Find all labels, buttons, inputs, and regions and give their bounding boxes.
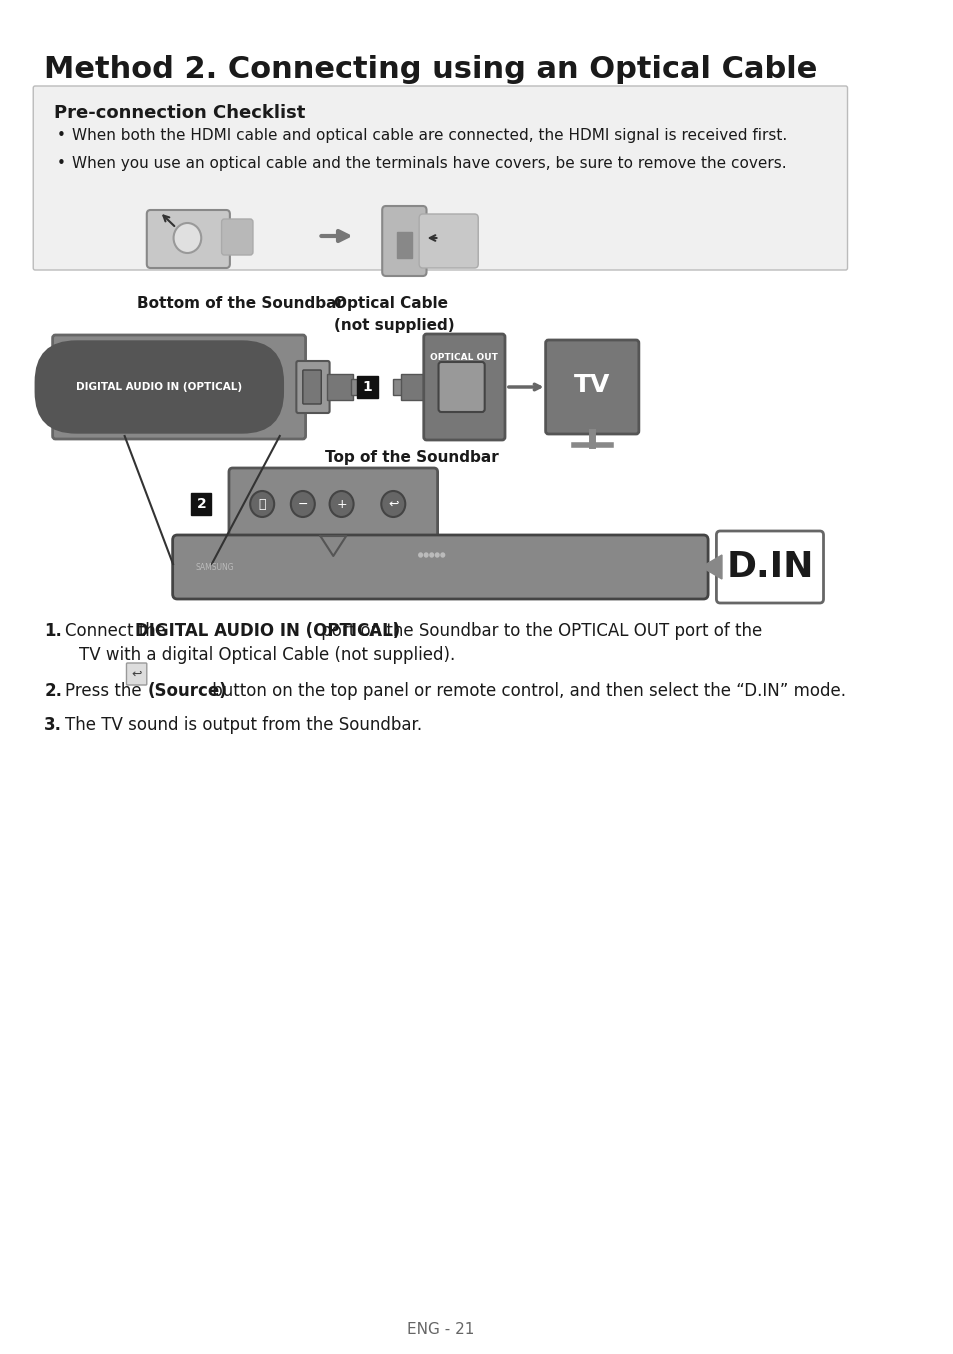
FancyBboxPatch shape (221, 219, 253, 255)
Bar (357, 376, 377, 398)
Text: •: • (57, 129, 66, 144)
Text: •: • (57, 156, 66, 171)
FancyBboxPatch shape (351, 379, 359, 395)
Circle shape (418, 552, 422, 556)
Text: ⏻: ⏻ (258, 497, 266, 510)
Polygon shape (320, 536, 346, 556)
Text: 1.: 1. (44, 621, 62, 640)
Text: 1: 1 (362, 380, 372, 394)
FancyBboxPatch shape (229, 468, 437, 540)
FancyBboxPatch shape (393, 379, 402, 395)
Text: port on the Soundbar to the OPTICAL OUT port of the: port on the Soundbar to the OPTICAL OUT … (315, 621, 761, 640)
Text: ENG - 21: ENG - 21 (406, 1322, 474, 1336)
Text: DIGITAL AUDIO IN (OPTICAL): DIGITAL AUDIO IN (OPTICAL) (76, 382, 242, 393)
Circle shape (435, 552, 438, 556)
Text: Method 2. Connecting using an Optical Cable: Method 2. Connecting using an Optical Ca… (44, 56, 817, 84)
Text: (Source): (Source) (148, 682, 227, 700)
FancyBboxPatch shape (382, 206, 426, 276)
Text: Pre-connection Checklist: Pre-connection Checklist (53, 104, 305, 122)
Text: When you use an optical cable and the terminals have covers, be sure to remove t: When you use an optical cable and the te… (71, 156, 786, 171)
FancyBboxPatch shape (127, 663, 147, 685)
Circle shape (381, 492, 405, 517)
Circle shape (430, 552, 433, 556)
Text: D.IN: D.IN (725, 550, 813, 584)
Text: OPTICAL OUT: OPTICAL OUT (430, 352, 497, 362)
FancyBboxPatch shape (172, 535, 707, 598)
Circle shape (250, 492, 274, 517)
Text: button on the top panel or remote control, and then select the “D.IN” mode.: button on the top panel or remote contro… (207, 682, 845, 700)
Text: Optical Cable
(not supplied): Optical Cable (not supplied) (334, 297, 455, 333)
Text: SAMSUNG: SAMSUNG (195, 562, 234, 571)
Text: DIGITAL AUDIO IN (OPTICAL): DIGITAL AUDIO IN (OPTICAL) (134, 621, 399, 640)
FancyBboxPatch shape (52, 334, 305, 439)
Text: 2: 2 (196, 497, 206, 510)
Text: −: − (297, 497, 308, 510)
FancyBboxPatch shape (716, 531, 822, 603)
FancyBboxPatch shape (423, 334, 504, 440)
FancyBboxPatch shape (302, 370, 321, 403)
Text: 3.: 3. (44, 716, 62, 734)
Bar (191, 493, 212, 515)
Circle shape (440, 552, 444, 556)
Text: ↩: ↩ (388, 497, 398, 510)
FancyBboxPatch shape (400, 374, 426, 399)
Text: The TV sound is output from the Soundbar.: The TV sound is output from the Soundbar… (65, 716, 421, 734)
Circle shape (424, 552, 428, 556)
Text: TV with a digital Optical Cable (not supplied).: TV with a digital Optical Cable (not sup… (79, 646, 456, 663)
Circle shape (173, 223, 201, 253)
Polygon shape (700, 555, 721, 580)
Text: TV: TV (574, 372, 610, 397)
Text: When both the HDMI cable and optical cable are connected, the HDMI signal is rec: When both the HDMI cable and optical cab… (71, 129, 786, 144)
Text: Top of the Soundbar: Top of the Soundbar (325, 450, 498, 464)
FancyBboxPatch shape (418, 214, 477, 268)
Text: ↩: ↩ (132, 668, 142, 681)
Text: 2.: 2. (44, 682, 62, 700)
Text: Connect the: Connect the (65, 621, 171, 640)
Circle shape (329, 492, 354, 517)
FancyBboxPatch shape (147, 210, 230, 268)
Text: +: + (335, 497, 347, 510)
Bar (396, 232, 412, 259)
FancyBboxPatch shape (33, 87, 846, 269)
FancyBboxPatch shape (438, 362, 484, 412)
FancyBboxPatch shape (296, 362, 329, 413)
Text: Bottom of the Soundbar: Bottom of the Soundbar (136, 297, 343, 311)
Text: Press the: Press the (65, 682, 147, 700)
FancyBboxPatch shape (327, 374, 353, 399)
FancyBboxPatch shape (545, 340, 639, 435)
Circle shape (291, 492, 314, 517)
